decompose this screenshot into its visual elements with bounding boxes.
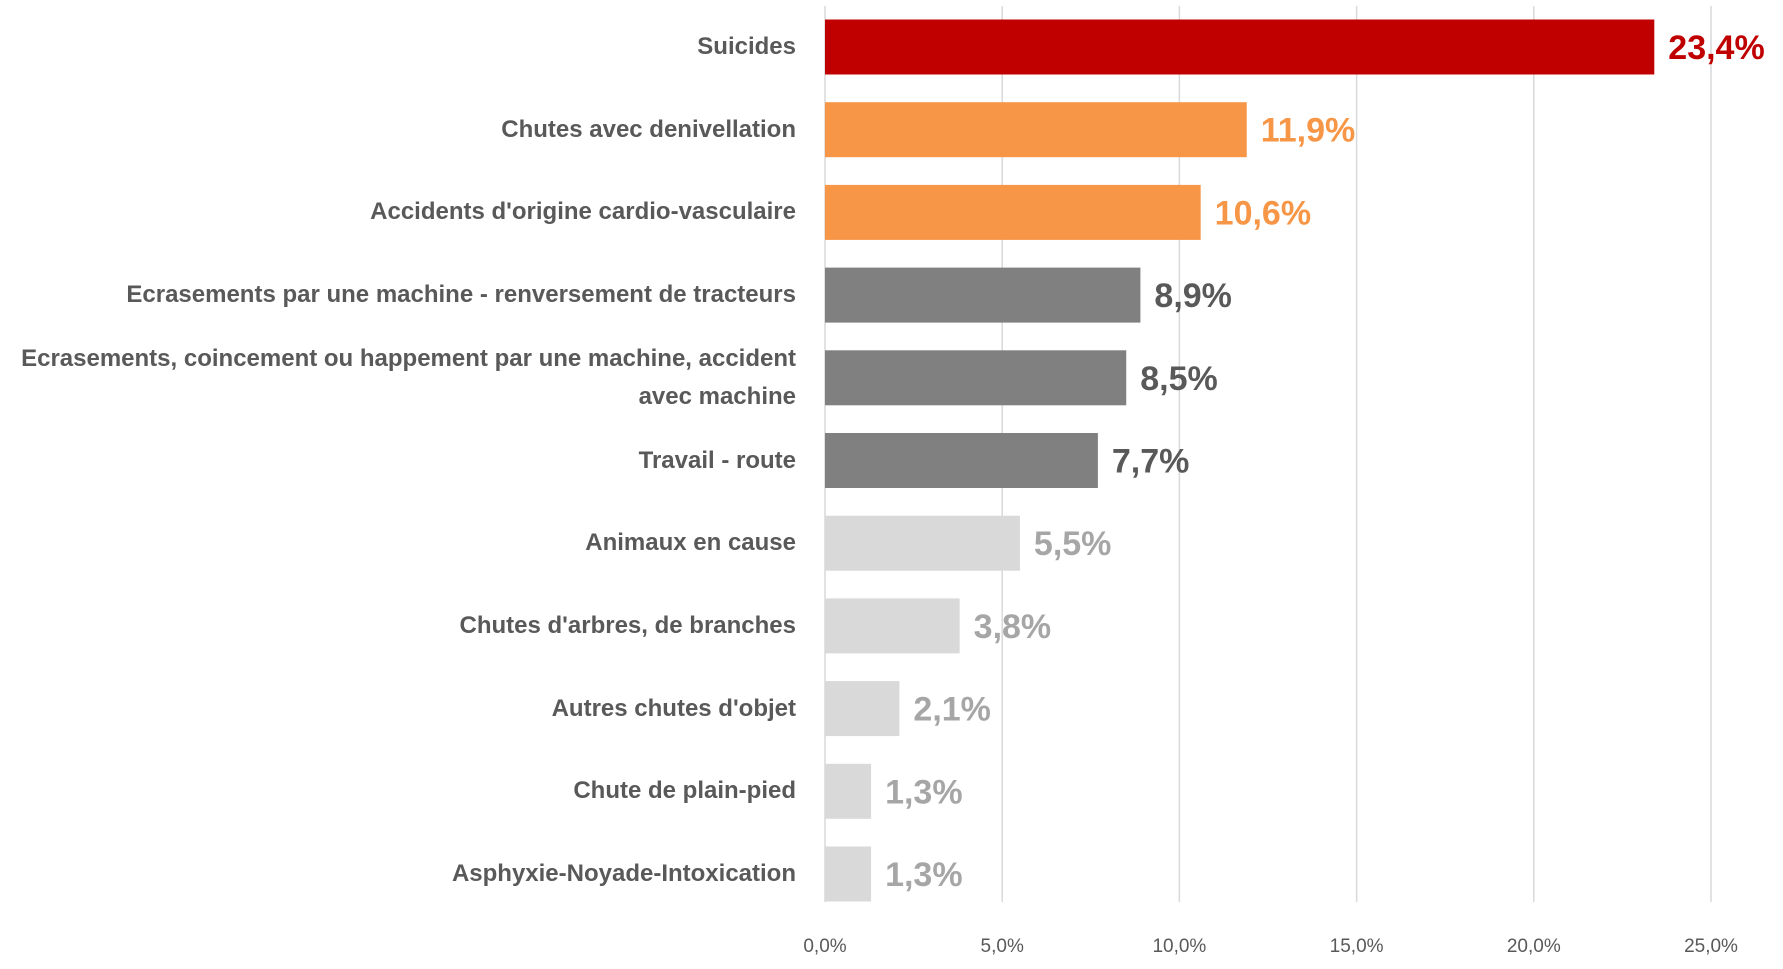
value-label: 2,1% [913, 691, 991, 729]
category-label: Ecrasements, coincement ou happement par… [21, 344, 796, 410]
x-tick-label: 25,0% [1684, 936, 1738, 957]
value-label: 10,6% [1215, 194, 1311, 232]
bar [825, 433, 1098, 488]
value-label: 8,9% [1154, 277, 1232, 315]
category-label: Asphyxie-Noyade-Intoxication [451, 860, 796, 887]
category-label: Animaux en cause [585, 529, 796, 557]
category-label: Suicides [697, 33, 796, 60]
bar [825, 19, 1655, 75]
value-label: 8,5% [1140, 360, 1218, 398]
value-label: 23,4% [1668, 29, 1764, 67]
x-tick-label: 5,0% [981, 936, 1024, 957]
category-label: Autres chutes d'objet [551, 694, 796, 722]
category-label: Travail - route [638, 446, 796, 474]
bar [825, 598, 960, 654]
category-label: Ecrasements par une machine - renverseme… [126, 281, 796, 309]
value-label: 1,3% [885, 773, 963, 811]
x-tick-label: 10,0% [1152, 936, 1206, 957]
bar [825, 184, 1201, 240]
x-tick-label: 0,0% [803, 936, 846, 957]
value-label: 5,5% [1034, 525, 1112, 563]
value-label: 7,7% [1112, 442, 1190, 480]
bar [825, 267, 1141, 323]
category-label: Chutes avec denivellation [501, 115, 796, 143]
bar [825, 350, 1127, 406]
value-label: 1,3% [885, 856, 963, 894]
x-tick-label: 15,0% [1330, 936, 1384, 957]
category-label: Accidents d'origine cardio-vasculaire [370, 198, 796, 226]
x-tick-label: 20,0% [1507, 936, 1561, 957]
value-label: 3,8% [974, 608, 1052, 646]
bar [825, 846, 872, 902]
bar [825, 681, 900, 737]
bar [825, 515, 1020, 571]
value-label: 11,9% [1261, 112, 1356, 150]
bar [825, 763, 872, 819]
category-label: Chute de plain-pied [573, 777, 796, 805]
bar [825, 102, 1247, 158]
category-label: Chutes d'arbres, de branches [459, 611, 796, 639]
